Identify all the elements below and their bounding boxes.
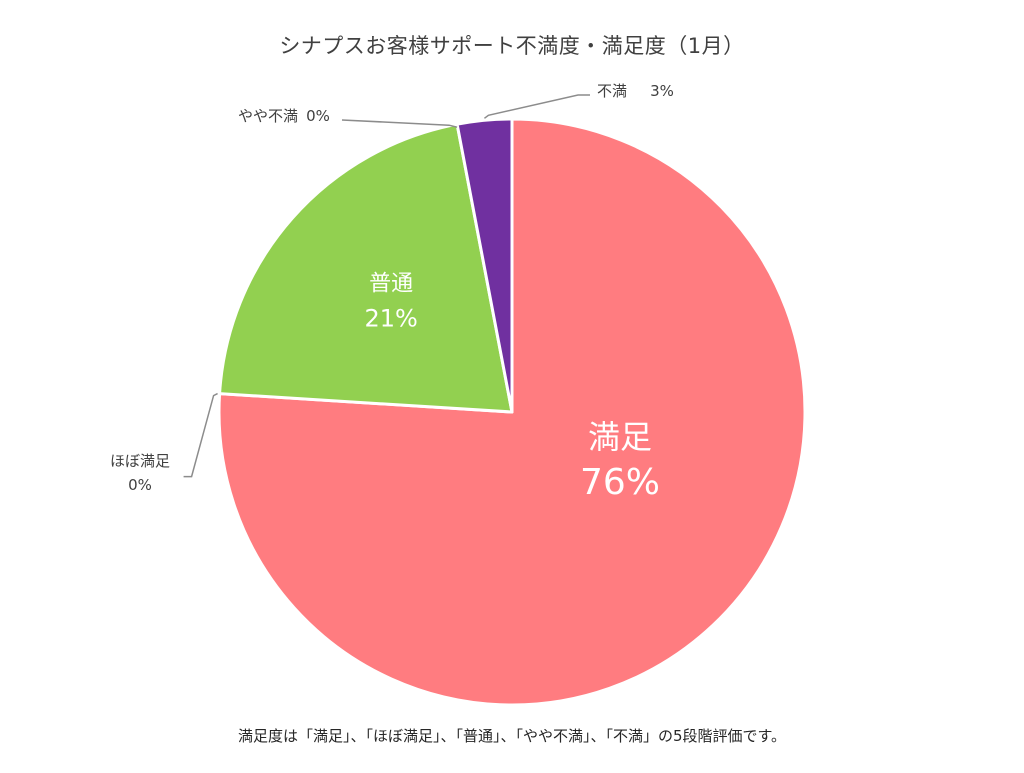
slice-1-leader: [183, 392, 218, 478]
slice-3-percent-label: 0%: [306, 107, 330, 125]
slices-layer: [217, 117, 807, 707]
chart-footnote: 満足度は「満足」、「ほぼ満足」、「普通」、「やや不満」、「不満」の5段階評価です…: [237, 727, 787, 745]
slice-3-leader: [341, 119, 458, 128]
leader-lines-layer: [183, 94, 590, 478]
slice-0-percent-label: 76%: [580, 462, 660, 503]
slice-3-name-label: やや不満: [238, 107, 298, 125]
slice-4-name-label: 不満: [597, 82, 627, 100]
labels-layer: 満足 76% ほぼ満足 0% 普通 21% やや不満 0% 不満 3%: [110, 82, 674, 503]
slice-2-name-label: 普通: [369, 271, 413, 296]
slice-1-percent-label: 0%: [128, 476, 152, 494]
slice-2-percent-label: 21%: [364, 304, 417, 332]
slice-0-name-label: 満足: [588, 418, 652, 456]
slice-0-wedge: [217, 117, 807, 707]
slice-1-name-label: ほぼ満足: [110, 452, 170, 470]
slice-4-percent-label: 3%: [650, 82, 674, 100]
slice-2-wedge: [218, 122, 514, 414]
slice-4-wedge: [455, 117, 514, 414]
chart-title: シナプスお客様サポート不満度・満足度（1月）: [279, 34, 745, 58]
slice-4-leader: [483, 94, 590, 119]
